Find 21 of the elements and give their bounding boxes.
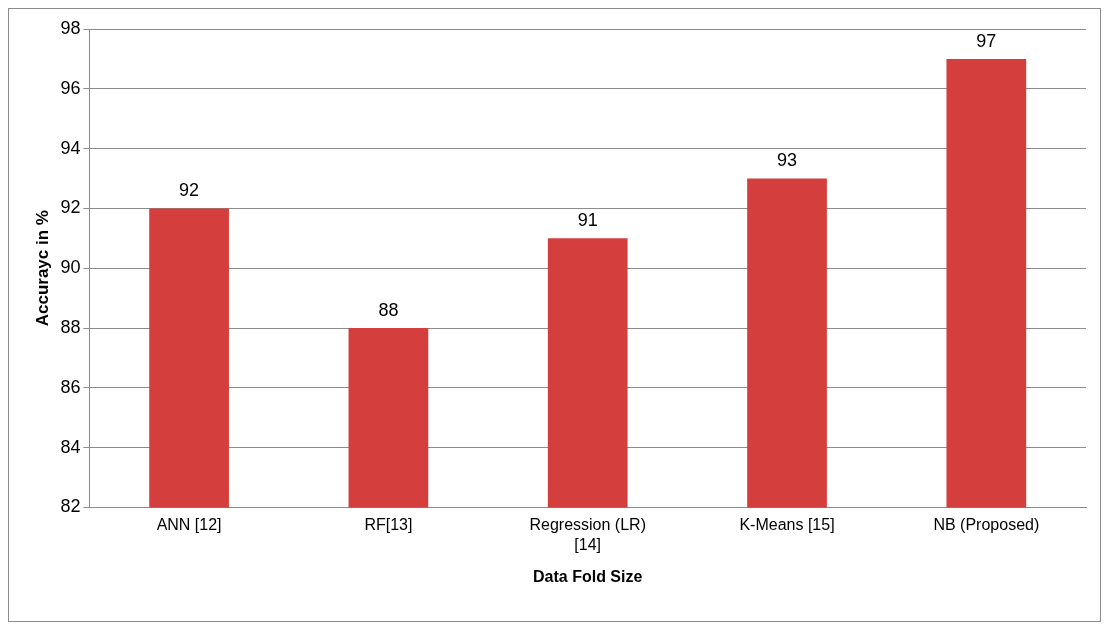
x-axis-title: Data Fold Size: [533, 567, 643, 585]
y-tick-label: 86: [60, 376, 81, 397]
data-label: 93: [777, 150, 798, 171]
x-tick-label: Regression (LR) [14]: [529, 516, 646, 553]
y-tick-label: 92: [60, 197, 81, 218]
y-tick-label: 88: [60, 316, 81, 337]
y-tick-label: 82: [60, 496, 81, 517]
data-label: 92: [179, 180, 200, 201]
y-axis-title: Accurayc in %: [32, 210, 52, 327]
y-tick-label: 96: [60, 77, 81, 98]
x-tick-label: K-Means [15]: [739, 516, 835, 534]
x-tick-label: RF[13]: [364, 516, 413, 534]
data-label: 97: [976, 30, 997, 51]
x-tick-label: NB (Proposed): [933, 516, 1040, 534]
y-tick-label: 98: [60, 17, 81, 38]
y-tick-label: 94: [60, 137, 81, 158]
data-label: 88: [378, 299, 399, 320]
y-tick-label: 90: [60, 257, 81, 278]
y-tick-label: 84: [60, 436, 81, 457]
data-label: 91: [577, 210, 598, 231]
x-tick-label: ANN [12]: [156, 516, 222, 534]
